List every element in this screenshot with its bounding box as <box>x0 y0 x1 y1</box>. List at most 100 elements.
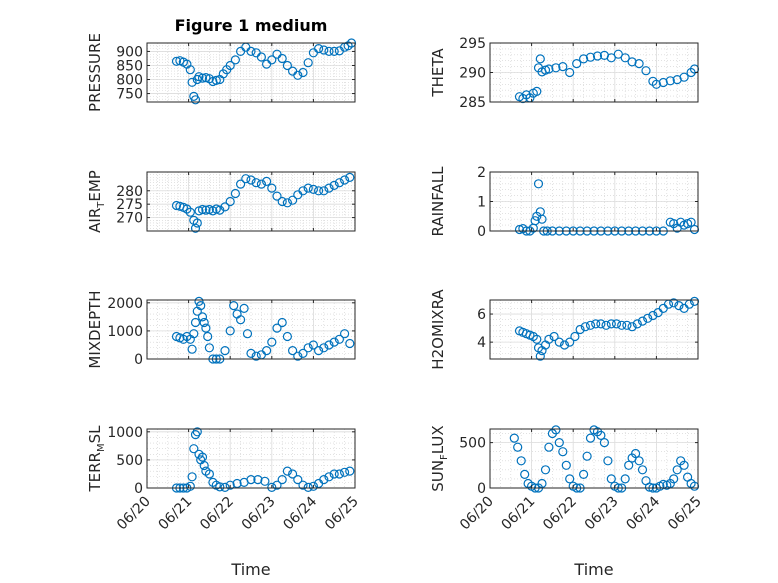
y-tick-label: 275 <box>116 197 143 213</box>
data-point <box>637 465 648 475</box>
data-point <box>603 456 613 466</box>
data-point <box>298 186 308 196</box>
data-point <box>345 466 355 476</box>
data-point <box>256 179 266 189</box>
data-point <box>246 475 256 485</box>
y-tick-label: 2000 <box>107 296 143 312</box>
data-point <box>324 46 334 57</box>
data-point <box>329 337 339 347</box>
data-point <box>669 298 679 308</box>
x-tick-label: 06/25 <box>322 494 362 534</box>
data-point <box>627 57 637 67</box>
data-point <box>549 331 559 342</box>
series-markers <box>171 172 355 233</box>
data-point <box>319 475 329 485</box>
panel-theta: 285 290 295 THETA <box>429 36 700 111</box>
data-point <box>319 186 329 196</box>
axes-box <box>146 299 356 360</box>
data-point <box>197 73 208 83</box>
y-tick-label: 4 <box>477 335 486 351</box>
data-point <box>669 474 679 484</box>
data-point <box>171 200 182 211</box>
data-point <box>514 224 525 235</box>
data-point <box>575 324 585 335</box>
data-point <box>540 465 551 475</box>
data-point <box>314 346 324 356</box>
data-point <box>185 65 195 75</box>
data-point <box>578 469 589 479</box>
data-point <box>192 427 202 437</box>
y-tick-label: 500 <box>116 453 143 469</box>
data-point <box>288 195 298 205</box>
axes-box <box>146 428 356 489</box>
data-point <box>686 217 696 227</box>
data-point <box>611 319 622 329</box>
data-point <box>551 425 561 435</box>
y-tick-label: 0 <box>477 481 486 497</box>
data-point <box>267 337 277 347</box>
data-point <box>201 323 211 333</box>
data-point <box>570 331 580 342</box>
data-point <box>262 176 272 186</box>
data-point <box>308 340 318 350</box>
y-axis-label: THETA <box>429 48 447 98</box>
data-point <box>537 214 547 224</box>
data-point <box>622 320 632 330</box>
data-point <box>565 474 575 484</box>
data-point <box>535 351 545 361</box>
x-tick-label: 06/25 <box>665 494 705 534</box>
plot-area <box>147 429 355 488</box>
y-tick-label: 6 <box>477 307 486 323</box>
data-point <box>225 60 235 71</box>
data-point <box>572 58 582 69</box>
data-point <box>554 337 564 347</box>
data-point <box>194 296 204 306</box>
data-point <box>606 319 616 329</box>
data-point <box>643 313 653 323</box>
data-point <box>632 319 642 329</box>
axes-box <box>146 42 356 103</box>
data-point <box>559 340 570 350</box>
x-tick-label: 06/20 <box>114 494 154 534</box>
data-point <box>220 202 230 212</box>
data-point <box>599 438 610 448</box>
data-point <box>288 346 298 356</box>
y-tick-label: 2 <box>477 165 486 181</box>
data-point <box>288 469 298 479</box>
data-point <box>509 433 519 443</box>
data-point <box>199 317 209 328</box>
data-point <box>324 183 334 193</box>
y-axis-label: TERRMSL <box>86 425 107 493</box>
plot-area <box>147 43 355 102</box>
data-point <box>272 191 282 201</box>
data-point <box>298 480 308 490</box>
x-tick-label: 06/21 <box>499 494 539 534</box>
x-tick-label: 06/21 <box>156 494 196 534</box>
series-markers <box>514 49 700 104</box>
data-point <box>282 331 292 342</box>
data-point <box>520 469 530 479</box>
y-tick-label: 900 <box>116 44 143 60</box>
data-point <box>674 301 684 311</box>
y-tick-label: 850 <box>116 58 143 74</box>
data-point <box>554 438 564 448</box>
data-point <box>620 474 630 484</box>
y-tick-label: 800 <box>116 73 143 89</box>
data-point <box>634 456 644 466</box>
data-point <box>277 475 287 485</box>
series-markers <box>171 38 357 105</box>
data-point <box>334 178 344 188</box>
data-point <box>190 430 201 440</box>
data-point <box>199 460 209 471</box>
axes-box <box>489 428 699 489</box>
y-tick-label: 0 <box>134 352 143 368</box>
data-point <box>282 198 292 208</box>
data-point <box>596 430 606 440</box>
y-tick-label: 500 <box>459 436 486 452</box>
data-point <box>189 329 199 339</box>
